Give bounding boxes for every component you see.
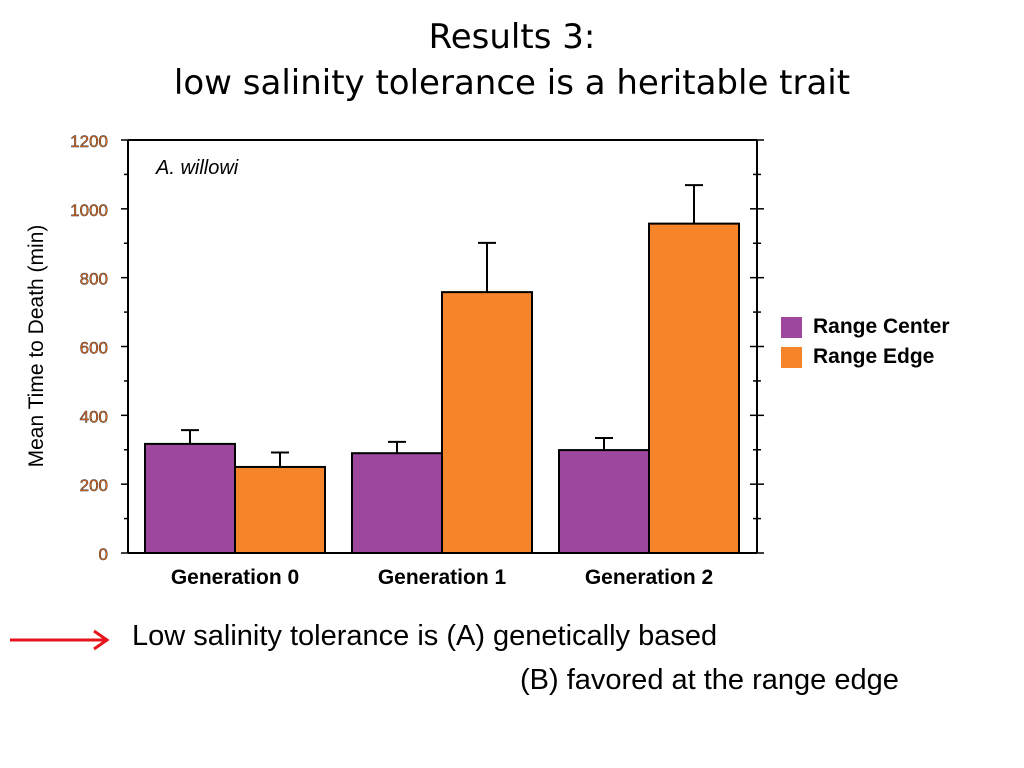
y-tick-label: 1200	[70, 132, 108, 151]
y-tick-label: 0	[99, 545, 108, 564]
y-tick-label: 400	[80, 407, 108, 426]
bar-range-edge	[234, 465, 326, 555]
chart-annotation: A. willowi	[155, 157, 239, 179]
x-category-label: Generation 2	[585, 566, 713, 589]
x-category-label: Generation 1	[378, 566, 507, 589]
chart-legend: Range Center Range Edge	[781, 312, 950, 372]
y-tick-label: 200	[80, 476, 108, 495]
legend-swatch-range-edge	[781, 346, 802, 368]
y-tick-label: 1000	[70, 201, 108, 220]
legend-label-range-center: Range Center	[813, 315, 950, 338]
slide-title: Results 3: low salinity tolerance is a h…	[0, 14, 1024, 106]
bar-range-center	[144, 442, 236, 554]
bar-range-edge	[441, 291, 533, 554]
y-tick-label: 600	[80, 339, 108, 358]
slide-title-line-1: Results 3:	[428, 17, 596, 57]
right-arrow-icon	[10, 629, 110, 651]
slide-title-line-2: low salinity tolerance is a heritable tr…	[173, 63, 851, 103]
bar-range-center	[351, 452, 443, 555]
y-tick-label: 800	[80, 270, 108, 289]
conclusion-line-1: Low salinity tolerance is (A) geneticall…	[132, 620, 718, 652]
bar-range-center	[558, 449, 650, 555]
legend-label-range-edge: Range Edge	[813, 345, 935, 368]
x-category-label: Generation 0	[171, 566, 299, 589]
y-axis-label: Mean Time to Death (min)	[25, 225, 48, 468]
bar-range-edge	[648, 222, 740, 554]
legend-swatch-range-center	[781, 316, 802, 338]
legend-item-range-edge: Range Edge	[781, 342, 950, 372]
legend-item-range-center: Range Center	[781, 312, 950, 342]
conclusion-line-2: (B) favored at the range edge	[520, 664, 899, 696]
